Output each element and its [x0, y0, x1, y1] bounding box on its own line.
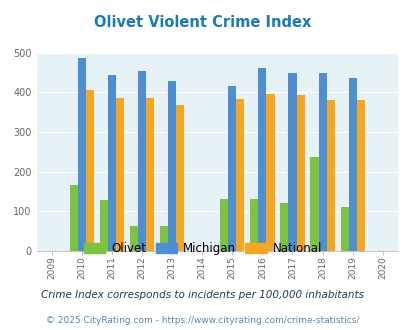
Bar — [69, 185, 77, 251]
Bar — [176, 106, 184, 251]
Bar — [160, 226, 168, 251]
Bar — [168, 81, 176, 251]
Bar — [279, 203, 288, 251]
Bar — [228, 86, 236, 251]
Bar — [356, 100, 364, 251]
Bar — [99, 200, 107, 251]
Bar — [249, 199, 258, 251]
Bar — [220, 199, 228, 251]
Bar — [130, 226, 138, 251]
Bar — [77, 57, 85, 251]
Bar — [115, 98, 124, 251]
Bar — [85, 90, 94, 251]
Bar — [310, 156, 318, 251]
Bar — [340, 207, 348, 251]
Text: Olivet Violent Crime Index: Olivet Violent Crime Index — [94, 15, 311, 30]
Bar — [326, 100, 334, 251]
Bar — [258, 68, 266, 251]
Bar — [266, 94, 274, 251]
Text: © 2025 CityRating.com - https://www.cityrating.com/crime-statistics/: © 2025 CityRating.com - https://www.city… — [46, 315, 359, 325]
Bar — [146, 98, 154, 251]
Bar — [236, 99, 244, 251]
Text: Crime Index corresponds to incidents per 100,000 inhabitants: Crime Index corresponds to incidents per… — [41, 290, 364, 300]
Bar — [296, 95, 304, 251]
Bar — [107, 75, 115, 251]
Bar — [348, 78, 356, 251]
Bar — [138, 71, 146, 251]
Bar — [318, 73, 326, 251]
Bar — [288, 73, 296, 251]
Legend: Olivet, Michigan, National: Olivet, Michigan, National — [79, 237, 326, 260]
